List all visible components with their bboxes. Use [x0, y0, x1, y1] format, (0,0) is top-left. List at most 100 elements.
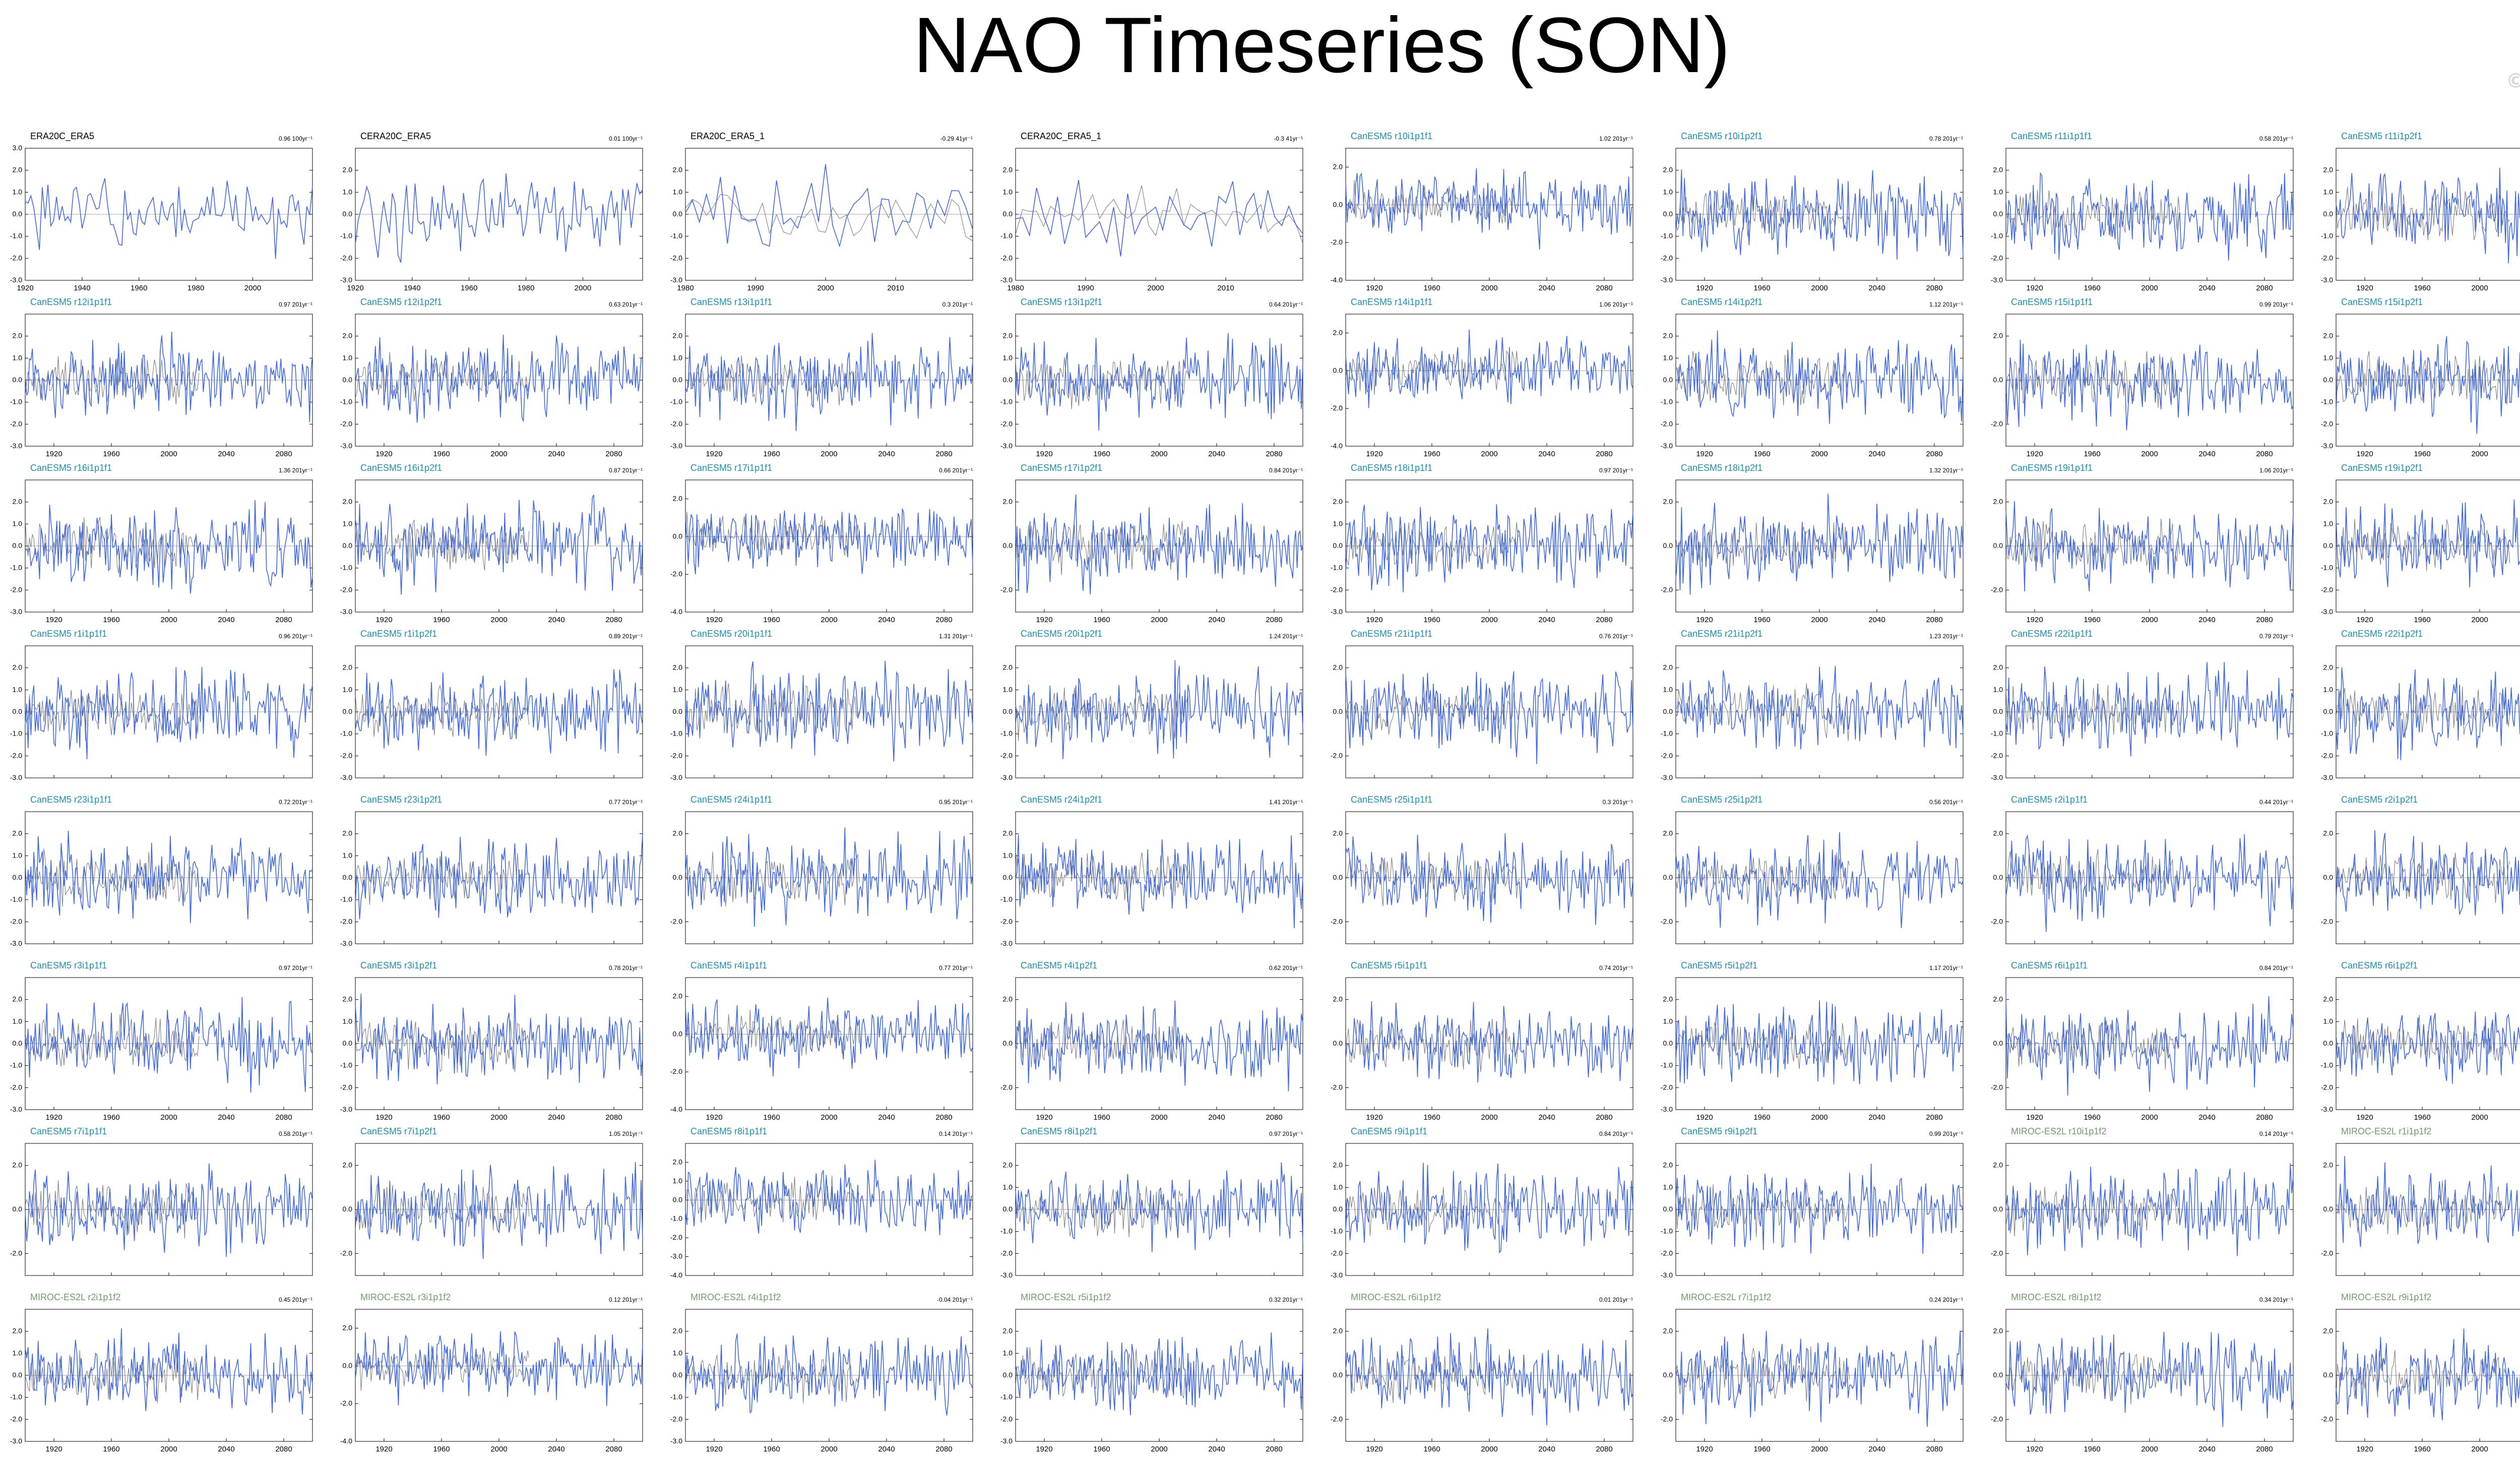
y-tick-label: 2.0: [1993, 1161, 2003, 1169]
nao-panel: CanESM5 r1i1p2f1 0.89 201yr⁻¹ 2.0 1.0 0.0 -1.…: [330, 628, 660, 794]
y-tick-label: 1.0: [2323, 685, 2334, 693]
y-tick-label: -2.0: [1991, 1249, 2003, 1257]
y-tick-label: 1.0: [1003, 1183, 1013, 1191]
x-tick-label: 2040: [218, 450, 234, 458]
x-tick-label: 1960: [103, 1113, 119, 1122]
nao-panel: CanESM5 r2i1p2f10.78 201yr⁻¹2.00.0-2.0: [2311, 794, 2520, 959]
y-tick-label: 0.0: [2323, 707, 2334, 715]
x-tick-label: 1960: [461, 284, 477, 292]
nao-panel: CanESM5 r4i1p1f1 0.77 201yr⁻¹ 2.0 0.0 -2.0 -4…: [660, 959, 990, 1125]
y-tick-label: 0.0: [1333, 541, 1343, 550]
y-tick-label: 0.0: [343, 1205, 353, 1213]
panel-plot: 2.0 1.0 0.0 -1.0 -2.0 -3.0: [670, 645, 973, 781]
panel-title: CanESM5 r21i1p2f1: [1681, 629, 1763, 639]
nao-series-line: [1675, 832, 1964, 928]
y-tick-label: -2.0: [670, 1415, 682, 1423]
nao-panel: CanESM5 r23i1p2f1 0.77 201yr⁻¹ 2.0 1.0 0.0 -1…: [330, 794, 660, 959]
x-tick-label: 2080: [1926, 616, 1942, 624]
y-tick-label: 2.0: [1663, 166, 1673, 174]
y-tick-label: 1.0: [1663, 685, 1673, 693]
x-tick-label: 2040: [2198, 284, 2215, 292]
x-tick-label: 2080: [1596, 616, 1612, 624]
y-tick-label: 1.0: [1993, 685, 2003, 693]
trend-label: 0.78 201yr⁻¹: [608, 964, 643, 972]
panel-title: CanESM5 r25i1p1f1: [1351, 795, 1433, 805]
y-tick-label: 2.0: [1663, 829, 1673, 837]
x-tick-label: 1920: [2026, 1113, 2043, 1122]
y-tick-label: 1.0: [1003, 353, 1013, 361]
x-tick-label: 2000: [490, 1445, 507, 1453]
y-tick-label: -4.0: [670, 1271, 682, 1279]
y-tick-label: 0.0: [1663, 1039, 1673, 1047]
y-tick-label: -3.0: [670, 276, 682, 284]
x-tick-label: 2000: [2471, 1113, 2488, 1122]
x-tick-label: 2080: [2256, 1445, 2273, 1453]
nao-panel: MIROC-ES2L r6i1p1f2 0.01 201yr⁻¹ 2.0 0.0 -2.…: [1320, 1291, 1651, 1457]
x-tick-label: 1920: [706, 450, 722, 458]
nao-series-line: [1345, 833, 1633, 925]
panel-title: CanESM5 r6i1p2f1: [2341, 960, 2418, 970]
nao-panel: CanESM5 r9i1p1f1 0.84 201yr⁻¹ 2.0 1.0 0.0 -1.…: [1320, 1125, 1651, 1291]
nao-panel: CanESM5 r11i1p1f1 0.58 201yr⁻¹ 2.0 1.0 0.0 -1…: [1981, 130, 2311, 296]
nao-series-line: [355, 1162, 643, 1259]
x-tick-label: 2040: [1208, 450, 1225, 458]
x-tick-label: 1920: [706, 1113, 722, 1122]
x-tick-label: 1920: [1366, 1445, 1382, 1453]
panel-title: ERA20C_ERA5_1: [690, 131, 765, 141]
y-tick-label: -2.0: [1331, 1249, 1343, 1257]
panel-plot: 2.0 1.0 0.0 -1.0 -2.0 -3.0: [1331, 1143, 1633, 1279]
panel-plot: 2.0 0.0 -2.0 -4.0 1920 1960 2000 2040 2080: [670, 479, 973, 624]
nao-panel: CanESM5 r11i1p2f10.69 201yr⁻¹2.01.00.0-1…: [2311, 130, 2520, 296]
panel-title: CanESM5 r7i1p1f1: [30, 1126, 107, 1136]
panel-plot: 2.0 1.0 0.0 -1.0 -2.0 -3.0 1920 1960 2000 2040 208…: [10, 314, 313, 458]
nao-series-line: [1675, 330, 1964, 424]
y-tick-label: -1.0: [1661, 1061, 1673, 1069]
x-tick-label: 1920: [1696, 284, 1713, 292]
trend-label: 1.05 201yr⁻¹: [608, 1130, 643, 1137]
y-tick-label: 0.0: [2323, 210, 2334, 218]
panel-plot: 2.0 0.0 -2.0 1920 1960 2000 2040 2080: [1661, 479, 1964, 624]
x-tick-label: 1920: [347, 284, 363, 292]
x-tick-label: 1960: [1753, 616, 1770, 624]
nao-panel: MIROC-ES2L r1i1p1f20.12 201yr⁻¹2.00.0-2.…: [2311, 1125, 2520, 1291]
nao-series-line: [2336, 1156, 2520, 1247]
y-tick-label: 0.0: [1663, 707, 1673, 715]
nao-series-line: [2336, 167, 2520, 264]
y-tick-label: 0.0: [1333, 1039, 1343, 1047]
y-tick-label: 1.0: [2323, 1017, 2334, 1025]
y-tick-label: -1.0: [1331, 564, 1343, 572]
y-tick-label: 0.0: [1993, 707, 2003, 715]
panel-plot: 2.0 0.0 -2.0 1920 1960 2000 2040 2080: [1331, 1309, 1633, 1453]
y-tick-label: -2.0: [1661, 751, 1673, 759]
panel-grid: ERA20C_ERA5 0.96 100yr⁻¹ 3.0 2.0 1.0 0.0 -1.0 -…: [10, 130, 2520, 1453]
trend-label: 1.06 201yr⁻¹: [2259, 467, 2293, 474]
y-tick-label: 1.0: [1333, 1183, 1343, 1191]
x-tick-label: 1920: [1036, 616, 1052, 624]
y-tick-label: 0.0: [13, 376, 23, 384]
y-tick-label: 0.0: [1003, 541, 1013, 550]
panel-plot: 2.0 1.0 0.0 -1.0 -2.0 -3.0: [340, 645, 643, 781]
y-tick-label: -3.0: [1661, 1271, 1673, 1279]
y-tick-label: -3.0: [10, 1437, 22, 1445]
y-tick-label: -2.0: [10, 419, 22, 428]
y-tick-label: 2.0: [1993, 498, 2003, 506]
y-tick-label: -2.0: [2321, 1249, 2333, 1257]
y-tick-label: -2.0: [340, 254, 352, 262]
panel-plot: 2.0 0.0 -2.0 -4.0 1920 1960 2000 2040 2080: [1331, 314, 1633, 458]
trend-label: 0.14 201yr⁻¹: [2259, 1130, 2293, 1137]
y-tick-label: -2.0: [670, 570, 682, 578]
nao-panel: CanESM5 r22i1p1f1 0.79 201yr⁻¹ 2.0 1.0 0.0 -1…: [1981, 628, 2311, 794]
x-tick-label: 2000: [817, 284, 834, 292]
y-tick-label: 2.0: [13, 498, 23, 506]
y-tick-label: -3.0: [1991, 773, 2003, 781]
y-tick-label: -2.0: [1000, 917, 1013, 925]
nao-panel: CanESM5 r4i1p2f1 0.62 201yr⁻¹ 2.0 0.0 -2.0 19…: [990, 959, 1320, 1125]
nao-series-line: [685, 1160, 973, 1236]
x-tick-label: 2000: [1811, 1445, 1828, 1453]
nao-series-line: [2336, 1011, 2520, 1084]
x-tick-label: 2080: [1596, 450, 1612, 458]
trend-label: 0.77 201yr⁻¹: [608, 799, 643, 806]
observed-series-line: [25, 848, 200, 907]
panel-plot: 2.0 1.0 0.0 -1.0 -2.0 -3.0 1920 1960 2000 2040 208…: [10, 1309, 313, 1453]
panel-title: CanESM5 r8i1p1f1: [690, 1126, 768, 1136]
